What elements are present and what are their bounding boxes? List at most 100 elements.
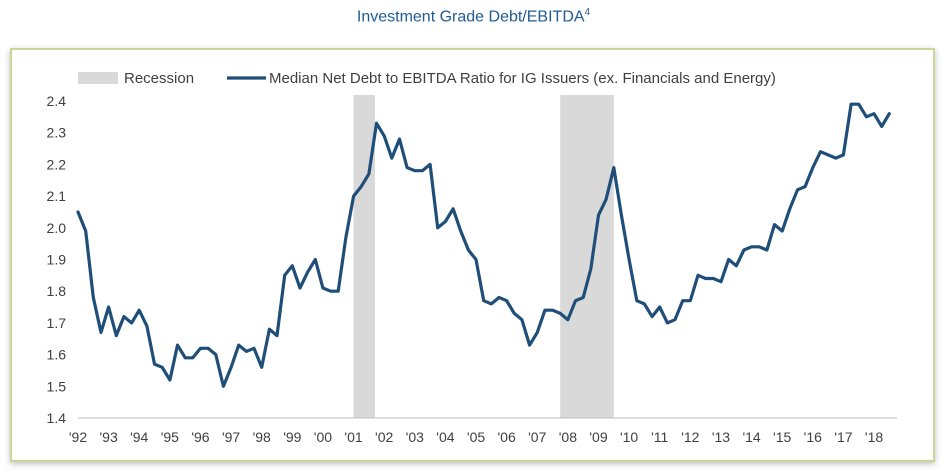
x-tick-label: '00 [314, 429, 332, 445]
data-point [268, 328, 271, 331]
data-point [804, 185, 806, 188]
data-point [605, 198, 607, 201]
x-tick-label: '99 [283, 429, 301, 445]
data-point [528, 344, 531, 346]
y-axis-ticks: 1.4 1.5 1.6 1.7 1.8 1.9 2.0 2.1 2.2 2.3 2.4 [47, 93, 67, 426]
data-point [214, 353, 217, 356]
data-point [291, 265, 294, 267]
data-point [352, 195, 355, 197]
data-point [107, 306, 110, 308]
data-point [360, 185, 363, 188]
data-point [84, 230, 87, 232]
data-point [873, 112, 875, 115]
data-point [299, 287, 301, 289]
data-point [842, 154, 845, 156]
x-tick-label: '09 [589, 429, 607, 445]
legend-recession-swatch [78, 72, 118, 84]
data-point [260, 366, 263, 369]
data-point [429, 163, 431, 166]
data-point [467, 249, 470, 251]
x-tick-label: '13 [712, 429, 730, 445]
data-point [812, 166, 814, 169]
data-point [635, 299, 638, 302]
data-point [796, 188, 799, 191]
data-point [192, 356, 194, 359]
data-point [773, 223, 776, 226]
x-tick-label: '12 [681, 429, 699, 445]
data-point [306, 271, 309, 273]
data-point [100, 331, 102, 334]
data-point [727, 258, 730, 261]
data-point [743, 249, 745, 251]
data-point [482, 299, 485, 302]
y-tick-label: 1.4 [47, 410, 67, 426]
data-point [138, 309, 141, 312]
y-tick-label: 1.7 [47, 315, 67, 331]
data-point [398, 138, 401, 140]
title-footnote: 4 [584, 7, 591, 18]
x-tick-label: '05 [467, 429, 485, 445]
data-point [850, 103, 852, 105]
data-point [758, 246, 761, 248]
data-point [436, 227, 439, 229]
y-tick-label: 1.5 [47, 378, 67, 394]
data-point [345, 236, 347, 239]
data-point [712, 277, 715, 280]
legend-series-label: Median Net Debt to EBITDA Ratio for IG I… [269, 70, 776, 87]
data-point [329, 290, 332, 293]
x-tick-label: '16 [804, 429, 822, 445]
data-point [184, 356, 186, 359]
x-tick-label: '92 [69, 429, 87, 445]
data-point [421, 169, 424, 172]
legend-recession-label: Recession [124, 70, 194, 87]
data-point [567, 318, 569, 321]
data-point [375, 122, 378, 124]
data-point [551, 309, 554, 312]
data-point [574, 299, 577, 302]
data-point [169, 379, 171, 381]
series-line-0 [76, 102, 891, 388]
data-point [452, 207, 454, 210]
data-point [475, 258, 477, 261]
data-point [643, 303, 646, 305]
x-tick-label: '08 [559, 429, 577, 445]
x-tick-label: '15 [773, 429, 791, 445]
data-point [834, 157, 837, 159]
y-tick-label: 1.6 [47, 347, 67, 363]
recession-band-0 [353, 95, 375, 418]
x-tick-label: '97 [222, 429, 240, 445]
x-tick-label: '11 [651, 429, 668, 445]
data-point [207, 347, 209, 350]
x-tick-label: '04 [436, 429, 454, 445]
data-point [245, 350, 248, 353]
x-tick-label: '96 [191, 429, 209, 445]
data-point [498, 296, 500, 299]
data-point [413, 169, 416, 172]
x-tick-label: '18 [865, 429, 883, 445]
data-point [383, 135, 385, 137]
data-point [597, 214, 600, 216]
data-point [720, 280, 722, 283]
x-tick-label: '06 [498, 429, 516, 445]
data-point [536, 331, 539, 334]
data-point [750, 246, 753, 248]
data-point [651, 315, 653, 318]
data-point [146, 325, 148, 327]
y-tick-label: 2.0 [47, 220, 67, 236]
y-tick-label: 2.3 [47, 125, 67, 141]
data-point [459, 230, 462, 232]
data-point [827, 154, 829, 156]
data-point [674, 318, 676, 321]
data-point [612, 166, 615, 169]
data-point [735, 265, 738, 267]
data-point [283, 274, 286, 277]
data-point [199, 347, 202, 350]
data-point [689, 299, 692, 302]
y-tick-label: 1.8 [47, 283, 67, 299]
x-tick-label: '93 [99, 429, 117, 445]
data-point [513, 312, 516, 315]
recession-bands [353, 95, 614, 418]
x-tick-label: '14 [742, 429, 760, 445]
data-point [681, 299, 684, 302]
data-point [444, 220, 447, 223]
